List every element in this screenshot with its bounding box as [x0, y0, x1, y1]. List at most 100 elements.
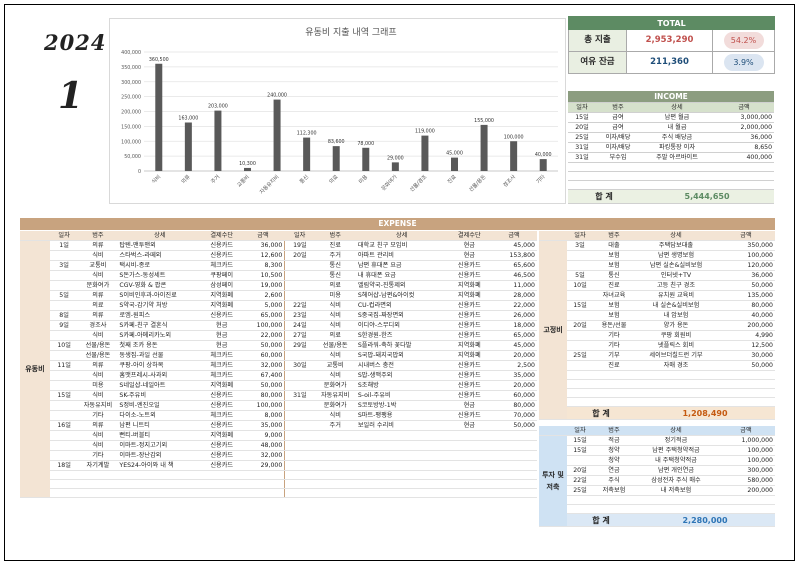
expense-row[interactable]: 식비 뻔티-버블티 지역화폐 9,000: [20, 430, 537, 441]
chart-bar[interactable]: [244, 167, 251, 171]
fixed-row[interactable]: 20일 용돈/선물 양가 용돈 200,000: [539, 320, 775, 331]
fixed-row[interactable]: [539, 379, 775, 390]
expense-cell: 20일: [284, 250, 315, 261]
expense-cell: [314, 440, 356, 451]
chart-bar[interactable]: [510, 141, 518, 171]
fixed-row[interactable]: 25일 기부 세이브더칠드런 기부 30,000: [539, 350, 775, 361]
fixed-total-row: 합 계 1,208,490: [539, 406, 775, 421]
expense-col-header: 금액: [491, 231, 537, 241]
fixed-row[interactable]: [539, 388, 775, 399]
chart-category-label: 선물/용돈: [467, 173, 488, 194]
expense-cell: [49, 430, 79, 441]
income-row[interactable]: [568, 171, 775, 181]
expense-row[interactable]: 기타 이마트-장난감외 신용카드 32,000: [20, 450, 537, 461]
chart-bar[interactable]: [362, 147, 370, 171]
income-row[interactable]: 31일 부수입 주말 아르바이트 400,000: [568, 152, 775, 163]
expense-cell: 30일: [284, 360, 315, 371]
expense-row[interactable]: 식비 홈맷프레시-사과외 체크카드 67,400 식비 S밥-생맥주외 신용카드 35,000: [20, 370, 537, 381]
savings-row[interactable]: [539, 495, 775, 506]
fixed-cell: 120,000: [717, 260, 775, 271]
expense-row[interactable]: 10일 선물/용돈 첫째 조카 용돈 현금 50,000 29일 선물/용돈 S플라워-축하 …: [20, 340, 537, 351]
expense-col-header: 범주: [314, 231, 356, 241]
income-row[interactable]: [568, 180, 775, 190]
chart-bar[interactable]: [480, 124, 488, 171]
fixed-row[interactable]: 5일 통신 인터넷+TV 36,000: [539, 270, 775, 281]
chart-bar[interactable]: [539, 159, 547, 171]
expense-row[interactable]: 식비 이마트-정지고기외 신용카드 48,000: [20, 440, 537, 451]
chart-bar[interactable]: [273, 99, 281, 171]
expense-cell: 시내버스 충전: [355, 360, 448, 371]
expense-row[interactable]: 15일 식비 SK-주유비 신용카드 80,000 31일 자동유지비 S-oil-주유비 신용…: [20, 390, 537, 401]
remaining-amount: 211,360: [626, 51, 713, 74]
expense-bar-chart[interactable]: 유동비 지출 내역 그래프 0 50,000 100,000 150,000 200,00…: [109, 18, 566, 204]
expense-row[interactable]: 유동비 1일 의류 탑텐-맨투맨외 신용카드 36,000 19일 진료 대학교 친구 모임비 현…: [20, 240, 537, 499]
expense-row[interactable]: 18일 자기계발 YES24-아이와 내 책 신용카드 29,000: [20, 460, 537, 471]
expense-cell: S한경원-한즈: [355, 330, 448, 341]
fixed-cell: 대출: [593, 240, 635, 251]
expense-cell: 지역화폐: [447, 340, 492, 351]
expense-cell: [447, 470, 492, 481]
expense-row[interactable]: 의료 S약국-감기약 처방 지역화폐 5,000 22일 식비 CU-컵라면외 신용카드 22,…: [20, 300, 537, 311]
expense-row[interactable]: 8일 의류 로엠-원피스 신용카드 65,000 23일 식비 S중국집-짜장면외 신용카드 26…: [20, 310, 537, 321]
savings-row[interactable]: 22일 주식 삼성전자 주식 매수 580,000: [539, 475, 775, 486]
expense-cell: 문화여가: [314, 380, 356, 391]
fixed-row[interactable]: [539, 370, 775, 381]
expense-cell: 24일: [284, 320, 315, 331]
income-row[interactable]: 25일 이자/배당 주식 배당금 36,000: [568, 132, 775, 143]
expense-row[interactable]: 식비 스타벅스-라떼외 신용카드 12,600 20일 주거 아파트 관리비 현금 153,80…: [20, 250, 537, 261]
chart-bar[interactable]: [184, 122, 192, 171]
expense-cell: 60,000: [241, 350, 285, 361]
chart-bar[interactable]: [391, 162, 399, 171]
fixed-row[interactable]: 기타 쿠팡 회원비 4,990: [539, 330, 775, 341]
fixed-cell: [567, 388, 593, 399]
expense-cell: [49, 488, 79, 499]
expense-row[interactable]: 선물/용돈 동생집-과일 선물 체크카드 60,000 식비 S국밥-돼지국밥외 지역화폐 2…: [20, 350, 537, 361]
fixed-row[interactable]: 보험 남편 생명보험 100,000: [539, 250, 775, 261]
expense-row[interactable]: 3일 교통비 택시비-종로 체크카드 8,300 통신 남편 휴대폰 요금 신용카드 65,60…: [20, 260, 537, 271]
savings-row[interactable]: 투자 및 저축 15일 적금 정기적금 1,000,000: [539, 435, 775, 528]
expense-row[interactable]: 기타 다이소-노트외 체크카드 8,000 식비 S마트-팽팽용 신용카드 70,000: [20, 410, 537, 421]
savings-row[interactable]: 15일 청약 남편 주택청약적금 100,000: [539, 445, 775, 456]
fixed-cell: 유치원 교육비: [635, 290, 717, 301]
expense-row[interactable]: [20, 488, 537, 499]
income-row[interactable]: 20일 급여 내 월급 2,000,000: [568, 122, 775, 133]
expense-row[interactable]: 식비 S돈가스-동성세트 쿠팡페이 10,500 통신 내 휴대폰 요금 신용카드 46,50…: [20, 270, 537, 281]
expense-title: EXPENSE: [20, 218, 775, 230]
expense-row[interactable]: 9일 경조사 S카페-친구 결혼식 현금 100,000 24일 식비 이디야-스무디외 신용카…: [20, 320, 537, 331]
fixed-row[interactable]: 10일 진료 고등 친구 경조 50,000: [539, 280, 775, 291]
savings-row[interactable]: 20일 연금 남편 개인연금 300,000: [539, 465, 775, 476]
expense-row[interactable]: 미용 S네일샵-네일아트 지역화폐 50,000 문화여가 S조해방 신용카드 20,000: [20, 380, 537, 391]
fixed-row[interactable]: 기타 넷플릭스 회비 12,500: [539, 340, 775, 351]
income-row[interactable]: 15일 급여 남편 월급 3,000,000: [568, 112, 775, 123]
chart-bar[interactable]: [332, 146, 340, 171]
expense-row[interactable]: 식비 S카페-아메리카노외 현금 22,000 27일 의료 S한경원-한즈 신용카드 65,0…: [20, 330, 537, 341]
fixed-row[interactable]: 보험 남편 실손&실비보험 120,000: [539, 260, 775, 271]
fixed-row[interactable]: 고정비 3일 대출 주택담보대출 350,000: [539, 240, 775, 421]
chart-bar[interactable]: [451, 157, 458, 171]
chart-bar[interactable]: [214, 110, 222, 171]
fixed-cell: 자매 경조: [635, 360, 717, 371]
fixed-row[interactable]: 15일 보험 내 실손&실비보험 80,000: [539, 300, 775, 311]
fixed-row[interactable]: [539, 397, 775, 408]
fixed-row[interactable]: 자녀교육 유치원 교육비 135,000: [539, 290, 775, 301]
chart-bar[interactable]: [421, 135, 429, 171]
savings-row[interactable]: 25일 저축보험 내 저축보험 200,000: [539, 485, 775, 496]
expense-row[interactable]: 5일 의류 S이비인후과-아이진료 지역화폐 2,600 미용 S헤어샵-남편&아이컷 지역화…: [20, 290, 537, 301]
fixed-row[interactable]: 진료 자매 경조 50,000: [539, 360, 775, 371]
chart-bar[interactable]: [303, 137, 311, 171]
expense-row[interactable]: 문화여가 CGV-영화 & 팝콘 삼성페이 19,000 의료 엘림약국-진통제외 지역화폐…: [20, 280, 537, 291]
month-label: 1: [58, 75, 84, 117]
expense-cell: 신용카드: [447, 270, 492, 281]
expense-row[interactable]: 16일 의류 남편 니트티 신용카드 35,000 주거 보일러 수리비 현금 50,000: [20, 420, 537, 431]
income-row[interactable]: 31일 이자/배당 파킹통장 이자 8,650: [568, 142, 775, 153]
expense-row[interactable]: [20, 470, 537, 481]
expense-row[interactable]: 11일 의류 쿠팡-아이 상하복 체크카드 32,000 30일 교통비 시내버스 충전 신용카…: [20, 360, 537, 371]
expense-row[interactable]: 자동유지비 S정비-엔진오일 신용카드 100,000 문화여가 S코토방방-1박 현금 80…: [20, 400, 537, 411]
fixed-row[interactable]: 보험 내 암보험 40,000: [539, 310, 775, 321]
chart-bar[interactable]: [155, 63, 163, 171]
chart-ytick-label: 50,000: [124, 154, 141, 160]
savings-row[interactable]: 청약 내 주택청약적금 100,000: [539, 455, 775, 466]
income-row[interactable]: [568, 162, 775, 172]
savings-row[interactable]: [539, 504, 775, 515]
expense-row[interactable]: [20, 479, 537, 490]
